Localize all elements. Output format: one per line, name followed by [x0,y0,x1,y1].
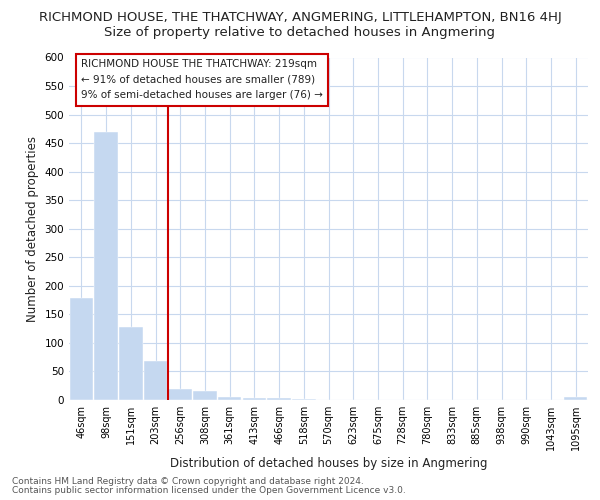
Text: Contains HM Land Registry data © Crown copyright and database right 2024.: Contains HM Land Registry data © Crown c… [12,477,364,486]
Text: Contains public sector information licensed under the Open Government Licence v3: Contains public sector information licen… [12,486,406,495]
Bar [193,392,217,400]
X-axis label: Distribution of detached houses by size in Angmering: Distribution of detached houses by size … [170,457,487,470]
Bar [564,397,587,400]
Bar [292,399,316,400]
Text: RICHMOND HOUSE, THE THATCHWAY, ANGMERING, LITTLEHAMPTON, BN16 4HJ: RICHMOND HOUSE, THE THATCHWAY, ANGMERING… [38,11,562,24]
Bar [144,361,167,400]
Text: Size of property relative to detached houses in Angmering: Size of property relative to detached ho… [104,26,496,39]
Bar [169,388,192,400]
Bar [218,397,241,400]
Text: RICHMOND HOUSE THE THATCHWAY: 219sqm
← 91% of detached houses are smaller (789)
: RICHMOND HOUSE THE THATCHWAY: 219sqm ← 9… [82,59,323,100]
Y-axis label: Number of detached properties: Number of detached properties [26,136,39,322]
Bar [242,398,266,400]
Bar [94,132,118,400]
Bar [268,398,291,400]
Bar [119,327,143,400]
Bar [70,298,93,400]
